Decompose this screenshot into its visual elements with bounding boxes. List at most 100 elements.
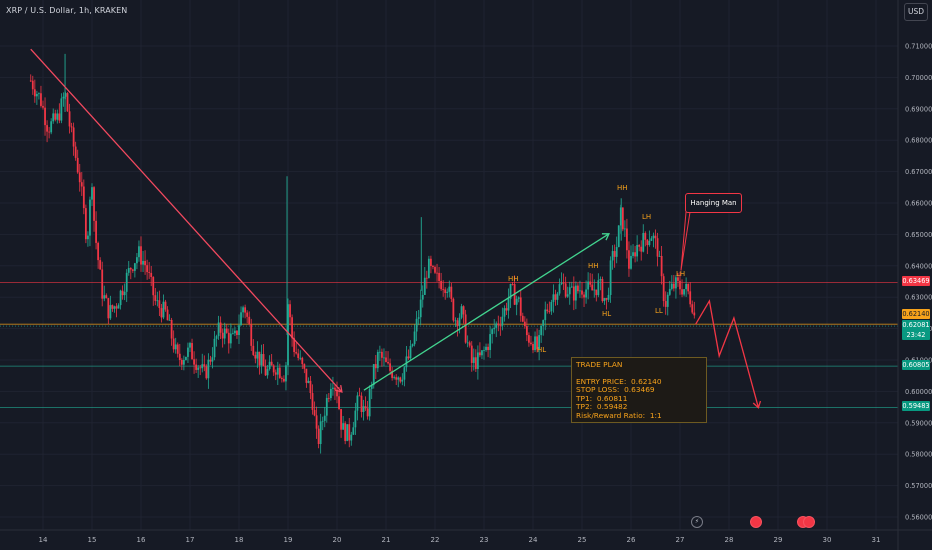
currency-button[interactable]: USD xyxy=(904,3,928,21)
candle-body xyxy=(493,327,496,330)
candle-body xyxy=(591,284,594,291)
candle-body xyxy=(577,285,579,292)
candle-body xyxy=(634,252,636,257)
candle-body xyxy=(56,113,59,120)
candle-body xyxy=(127,267,130,273)
x-tick-label-0: 14 xyxy=(39,536,48,544)
candle-body xyxy=(42,105,44,108)
hanging-man-callout[interactable]: Hanging Man xyxy=(685,193,742,213)
candle-body xyxy=(407,356,410,359)
candle-body xyxy=(648,240,651,246)
candle-body xyxy=(483,350,485,351)
candle-body xyxy=(642,233,645,252)
candle-body xyxy=(479,352,481,356)
candle-body xyxy=(74,146,77,158)
candle-body xyxy=(87,235,89,240)
candle-body xyxy=(152,276,155,296)
candle-body xyxy=(70,126,73,128)
candle-body xyxy=(82,186,85,209)
candle-body xyxy=(381,351,383,358)
candle-body xyxy=(646,239,649,246)
earnings-event-icon[interactable] xyxy=(750,516,762,528)
candle-body xyxy=(609,260,612,296)
trendline-red xyxy=(30,48,343,393)
candle-body xyxy=(603,298,606,302)
candle-body xyxy=(360,395,363,412)
candle-body xyxy=(509,284,512,299)
candle-body xyxy=(221,332,224,339)
candle-body xyxy=(156,300,159,302)
candle-body xyxy=(399,377,402,382)
candle-body xyxy=(574,285,577,301)
trade-plan-entry: ENTRY PRICE: 0.62140 xyxy=(576,376,662,386)
candle-body xyxy=(458,317,461,327)
candle-body xyxy=(180,359,183,365)
candle-body xyxy=(295,352,298,354)
candle-body xyxy=(534,336,536,351)
time-axis[interactable]: 14 15 16 17 18 19 20 21 22 23 24 25 26 27 28 29 30 31 xyxy=(0,529,932,544)
candle-body xyxy=(617,225,620,248)
candle-body xyxy=(172,338,175,350)
candle-body xyxy=(415,318,418,332)
trade-plan-tp2: TP2: 0.59482 xyxy=(576,402,628,412)
earnings-event-icon-3[interactable] xyxy=(803,516,815,528)
candle-body xyxy=(107,298,110,319)
candle-body xyxy=(405,356,408,368)
candle-body xyxy=(293,338,296,353)
candle-body xyxy=(303,364,306,369)
candle-body xyxy=(289,304,291,318)
projection-arrowhead xyxy=(752,400,762,409)
candle-body xyxy=(503,308,506,317)
candle-body xyxy=(497,323,500,326)
candle-body xyxy=(670,283,673,289)
candle-body xyxy=(530,342,532,344)
candle-body xyxy=(350,434,353,441)
candle-body xyxy=(585,289,587,298)
label-hl-2: HL xyxy=(537,346,547,354)
candle-body xyxy=(178,353,181,360)
candle-body xyxy=(174,344,177,350)
candle-body xyxy=(595,289,598,296)
candle-body xyxy=(205,366,208,379)
lightning-event-icon[interactable]: ⚡ xyxy=(691,516,703,528)
candle-body xyxy=(466,342,469,344)
candle-body xyxy=(409,345,412,359)
candle-body xyxy=(358,395,361,397)
candle-body xyxy=(554,294,557,300)
candle-body xyxy=(158,300,161,309)
candle-body xyxy=(511,284,514,285)
candle-body xyxy=(54,113,57,120)
candle-body xyxy=(436,272,438,274)
candle-body xyxy=(160,308,163,318)
candle-body xyxy=(454,320,457,322)
candle-body xyxy=(644,233,647,240)
trade-plan-box[interactable]: TRADE PLAN ENTRY PRICE: 0.62140 STOP LOS… xyxy=(571,357,707,423)
candle-body xyxy=(401,379,404,382)
candle-body xyxy=(93,187,95,221)
candle-body xyxy=(450,286,453,299)
trade-plan-tp1: TP1: 0.60811 xyxy=(576,393,628,403)
candle-body xyxy=(97,242,100,261)
candle-body xyxy=(438,272,440,281)
x-tick-label-12: 26 xyxy=(627,536,636,544)
candle-body xyxy=(58,113,61,121)
candles xyxy=(29,53,696,454)
candle-body xyxy=(366,408,369,417)
candle-body xyxy=(685,283,688,290)
last-price-tag: 0.62081 23:42 xyxy=(902,320,930,340)
candle-body xyxy=(344,423,347,441)
candle-body xyxy=(626,228,628,251)
candle-body xyxy=(252,345,255,355)
candle-body xyxy=(464,314,467,343)
candle-body xyxy=(452,298,455,321)
candle-body xyxy=(109,305,112,319)
candle-body xyxy=(262,354,265,367)
candle-body xyxy=(340,409,342,430)
candle-body xyxy=(687,283,690,292)
candle-body xyxy=(258,351,261,366)
x-tick-label-6: 20 xyxy=(333,536,342,544)
x-tick-label-13: 27 xyxy=(676,536,685,544)
candle-body xyxy=(229,333,232,344)
candle-body xyxy=(662,276,665,302)
